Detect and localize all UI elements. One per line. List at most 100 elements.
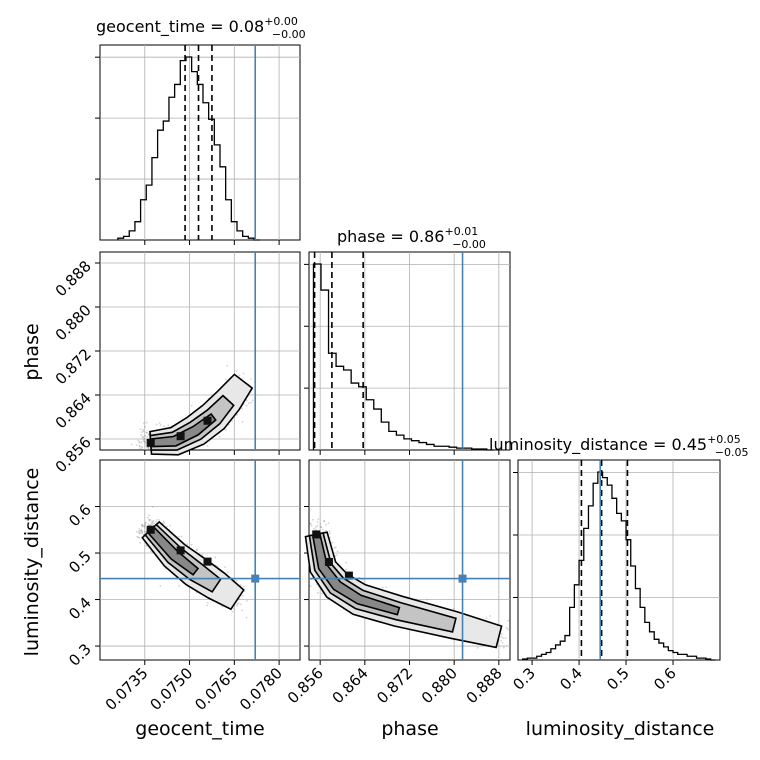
density-peak xyxy=(176,546,185,555)
contour-level xyxy=(149,412,217,448)
sample-point xyxy=(489,615,491,617)
sample-point xyxy=(231,610,234,613)
sample-point xyxy=(333,547,336,550)
sample-point xyxy=(153,522,156,525)
sample-point xyxy=(240,584,242,586)
sample-point xyxy=(195,591,198,594)
sample-point xyxy=(141,523,144,526)
sample-point xyxy=(141,523,144,526)
sample-point xyxy=(242,372,245,375)
sample-point xyxy=(236,413,238,416)
sample-point xyxy=(178,584,181,587)
contour-level xyxy=(311,532,401,616)
sample-point xyxy=(241,609,244,612)
ylabel-luminosity-distance: luminosity_distance xyxy=(21,468,43,657)
sample-point xyxy=(323,519,325,522)
sample-point xyxy=(325,529,327,532)
y-tick-label: 0.4 xyxy=(65,594,95,624)
sample-point xyxy=(138,445,141,448)
sample-point xyxy=(385,586,387,589)
panel-luminosity-distance-hist: 0.3 0.4 0.5 0.6 xyxy=(509,459,721,694)
sample-point xyxy=(241,421,244,423)
sample-point xyxy=(144,521,147,524)
ylabel-phase: phase xyxy=(21,323,43,380)
sample-point xyxy=(148,514,151,517)
x-tick-label: 0.888 xyxy=(463,664,506,707)
sample-point xyxy=(336,550,339,553)
sample-point xyxy=(141,530,144,533)
histogram-geocent_time xyxy=(117,56,260,241)
sample-point xyxy=(141,436,144,439)
sample-point xyxy=(144,441,147,443)
sample-point xyxy=(159,585,162,587)
sample-point xyxy=(224,566,227,569)
sample-point xyxy=(500,639,503,642)
histogram-phase xyxy=(312,263,495,451)
sample-point xyxy=(138,530,141,533)
x-tick-label: 0.0780 xyxy=(236,664,286,714)
sample-point xyxy=(138,441,141,444)
sample-point xyxy=(502,637,504,639)
sample-point xyxy=(241,594,244,597)
x-tick-label: 0.0735 xyxy=(102,664,152,714)
sample-point xyxy=(142,525,145,528)
sample-point xyxy=(485,617,488,620)
y-tick-label: 0.5 xyxy=(65,547,95,577)
sample-point xyxy=(335,554,338,556)
sample-point xyxy=(476,646,479,649)
sample-point xyxy=(138,536,140,539)
sample-point xyxy=(151,506,154,508)
sample-point xyxy=(504,637,507,639)
y-tick-label: 0.888 xyxy=(52,257,95,300)
x-tick-label: 0.0765 xyxy=(191,664,241,714)
sample-point xyxy=(243,585,246,588)
sample-point xyxy=(507,619,510,622)
sample-point xyxy=(245,399,248,402)
sample-point xyxy=(178,535,181,538)
sample-point xyxy=(140,431,143,433)
sample-point xyxy=(167,424,170,427)
sample-point xyxy=(186,543,189,546)
sample-point xyxy=(141,531,144,534)
density-peak xyxy=(203,416,212,425)
panel-geocent-time-hist xyxy=(95,44,301,245)
sample-point xyxy=(145,431,148,434)
frame-luminosity-distance-hist xyxy=(517,459,721,661)
sample-point xyxy=(136,535,139,538)
sample-point xyxy=(141,447,144,449)
sample-point xyxy=(141,445,143,448)
sample-point xyxy=(329,532,331,535)
x-tick-label: 0.864 xyxy=(329,664,372,707)
sample-point xyxy=(144,434,147,437)
sample-point xyxy=(144,442,147,444)
sample-point xyxy=(316,524,319,527)
sample-point xyxy=(139,428,142,430)
xlabel-geocent-time: geocent_time xyxy=(135,718,264,740)
sample-point xyxy=(144,440,146,442)
sample-point xyxy=(505,627,508,629)
sample-point xyxy=(206,601,209,604)
sample-point xyxy=(236,603,239,605)
sample-point xyxy=(135,444,138,447)
sample-point xyxy=(141,524,144,527)
sample-point xyxy=(331,541,333,544)
sample-point xyxy=(140,529,143,532)
x-tick-label: 0.856 xyxy=(284,664,327,707)
sample-point xyxy=(148,519,151,522)
y-tick-label: 0.872 xyxy=(52,345,95,388)
sample-point xyxy=(320,526,322,528)
sample-point xyxy=(139,447,142,450)
sample-point xyxy=(214,556,217,559)
sample-point xyxy=(137,536,140,539)
sample-point xyxy=(140,529,143,532)
sample-point xyxy=(150,521,153,524)
sample-point xyxy=(162,520,165,523)
sample-point xyxy=(138,528,141,530)
sample-point xyxy=(238,374,241,377)
sample-point xyxy=(501,641,504,644)
sample-point xyxy=(503,646,505,649)
density-peak xyxy=(203,557,212,566)
sample-point xyxy=(236,580,238,582)
